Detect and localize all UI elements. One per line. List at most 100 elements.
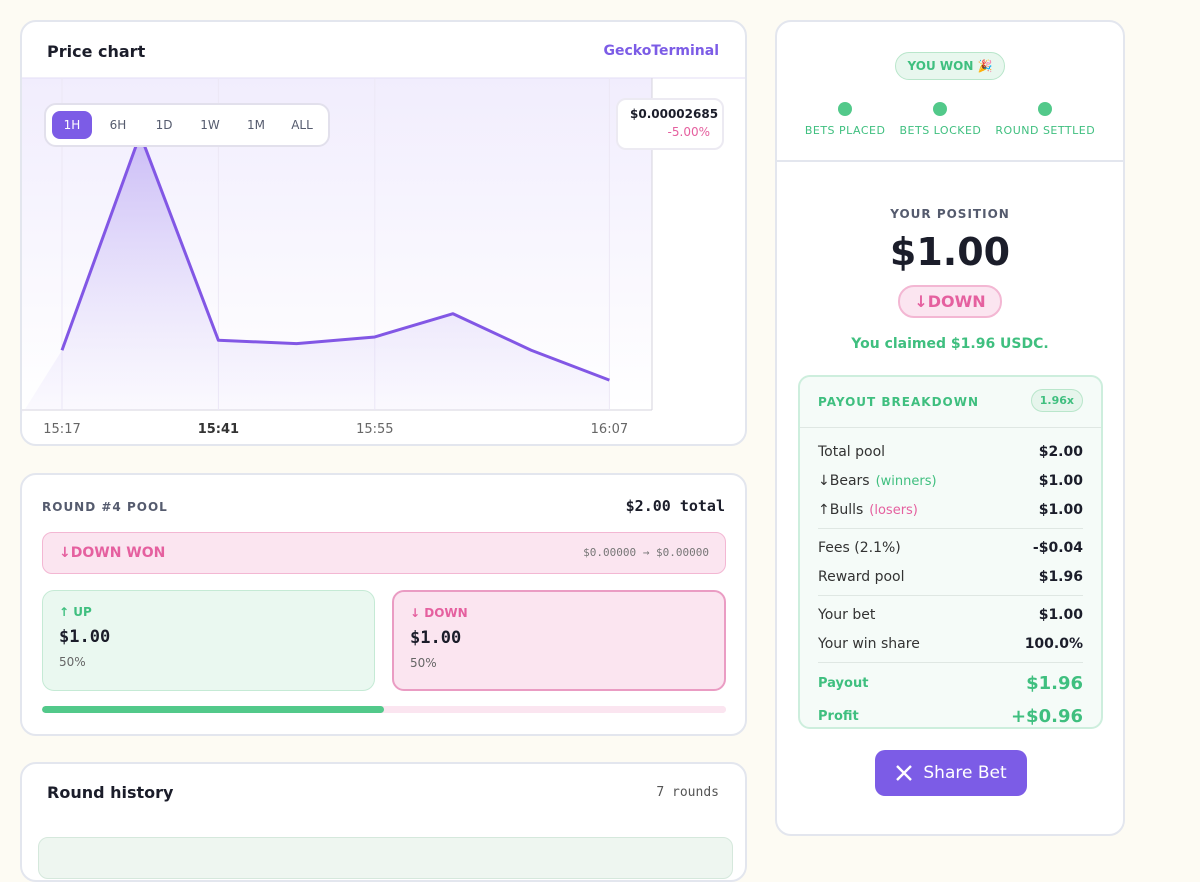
row-group: Payout $1.96 Profit +$0.96 <box>818 662 1083 737</box>
price: $0.00002685 <box>630 107 719 121</box>
breakdown: PAYOUT BREAKDOWN 1.96x Total pool $2.00 ↓B… <box>798 375 1103 729</box>
price-move: $0.00000 → $0.00000 <box>583 546 709 559</box>
side-wrap: ↓DOWN <box>777 285 1123 318</box>
step: BETS PLACED <box>805 102 886 137</box>
price-change: -5.00% <box>667 125 710 139</box>
x-tick-label: 15:17 <box>43 422 80 437</box>
price-box: $0.00002685 -5.00% <box>616 98 724 150</box>
row-value: +$0.96 <box>1010 706 1083 727</box>
breakdown-rows: Total pool $2.00 ↓Bears (winners) $1.00 ↑Bull… <box>818 433 1083 737</box>
claimed-text: You claimed $1.96 USDC. <box>851 336 1049 352</box>
up-card: ↑ UP $1.00 50% <box>42 590 375 691</box>
step-dot <box>933 102 948 116</box>
range-selector: 1H 6H 1D 1W 1M ALL <box>44 103 330 147</box>
range-button[interactable]: 1W <box>200 118 220 132</box>
position-side: ↓DOWN <box>898 285 1002 318</box>
row-group: Fees (2.1%) -$0.04 Reward pool $1.96 <box>818 528 1083 595</box>
row-label: Your win share <box>818 636 920 652</box>
share-label: Share Bet <box>923 763 1007 783</box>
result-text: ↓DOWN WON <box>59 545 166 561</box>
step-label: BETS LOCKED <box>899 124 982 137</box>
split-bar <box>42 706 726 713</box>
breakdown-header: PAYOUT BREAKDOWN 1.96x <box>800 377 1101 428</box>
row-label: Total pool <box>818 444 885 460</box>
range-button[interactable]: 1D <box>155 118 173 132</box>
breakdown-title: PAYOUT BREAKDOWN <box>818 395 980 409</box>
range-button[interactable]: ALL <box>291 118 313 132</box>
breakdown-row: ↓Bears (winners) $1.00 <box>818 466 1083 495</box>
up-share-bar <box>42 706 384 713</box>
step: ROUND SETTLED <box>995 102 1095 137</box>
breakdown-row: Your bet $1.00 <box>818 600 1083 629</box>
source-link[interactable]: GeckoTerminal <box>603 43 719 59</box>
step-dot <box>1038 102 1053 116</box>
price-line <box>60 132 610 382</box>
multiplier: 1.96x <box>1030 389 1083 412</box>
breakdown-row: Fees (2.1%) -$0.04 <box>818 533 1083 562</box>
pool-total: $2.00 total <box>625 497 725 515</box>
row-value: -$0.04 <box>1032 539 1083 556</box>
result-banner: ↓DOWN WON $0.00000 → $0.00000 <box>42 532 726 574</box>
price-area <box>22 134 610 414</box>
step-dot <box>838 102 853 116</box>
x-icon <box>896 765 913 781</box>
row-label: ↓Bears (winners) <box>818 473 937 489</box>
label-text: Payout <box>818 676 869 691</box>
history-row <box>38 837 733 879</box>
badge-wrap: YOU WON 🎉 <box>777 52 1123 80</box>
steps: BETS PLACED BETS LOCKED ROUND SETTLED <box>777 102 1123 137</box>
step-label: ROUND SETTLED <box>995 124 1096 137</box>
label-text: ↑Bulls <box>818 501 864 518</box>
label-text: Profit <box>818 709 859 724</box>
row-label: Profit <box>818 709 859 724</box>
row-label: ↑Bulls (losers) <box>818 502 918 518</box>
position-label: YOUR POSITION <box>890 207 1010 221</box>
result-panel: YOU WON 🎉 BETS PLACED BETS LOCKED ROUND SE… <box>775 20 1125 836</box>
down-share-bar <box>384 706 726 713</box>
row-group: Your bet $1.00 Your win share 100.0% <box>818 595 1083 662</box>
label-note: (winners) <box>875 473 937 489</box>
divider <box>777 160 1123 162</box>
step-label: BETS PLACED <box>804 124 886 137</box>
down-label: ↓ DOWN <box>410 606 468 620</box>
down-card: ↓ DOWN $1.00 50% <box>392 590 726 691</box>
row-label: Fees (2.1%) <box>818 540 901 556</box>
down-amount: $1.00 <box>410 628 462 648</box>
row-label: Reward pool <box>818 569 905 585</box>
price-card: Price chart GeckoTerminal 15:17 15:41 15:5… <box>20 20 747 446</box>
row-label: Your bet <box>818 607 875 623</box>
row-value: $1.96 <box>1026 673 1083 694</box>
down-share: 50% <box>410 656 437 670</box>
step: BETS LOCKED <box>899 102 981 137</box>
label-note: (losers) <box>869 502 918 518</box>
pool-card: ROUND #4 POOL $2.00 total ↓DOWN WON $0.0… <box>20 473 747 736</box>
range-button[interactable]: 1M <box>247 118 265 132</box>
history-count: 7 rounds <box>656 785 719 800</box>
breakdown-row: Payout $1.96 <box>818 667 1083 700</box>
x-tick-label: 16:07 <box>591 422 628 437</box>
pool-title: ROUND #4 POOL <box>42 500 168 514</box>
position-amount: $1.00 <box>889 230 1011 274</box>
label-text: Reward pool <box>818 568 905 585</box>
row-value: $2.00 <box>1038 443 1083 460</box>
history-card: Round history 7 rounds <box>20 762 747 882</box>
range-button[interactable]: 1H <box>52 111 92 139</box>
row-value: $1.00 <box>1038 472 1083 489</box>
range-button[interactable]: 6H <box>109 118 127 132</box>
up-label: ↑ UP <box>59 605 92 619</box>
x-tick-label: 15:55 <box>356 422 393 437</box>
row-group: Total pool $2.00 ↓Bears (winners) $1.00 ↑Bull… <box>818 433 1083 528</box>
row-label: Payout <box>818 676 868 691</box>
label-text: Total pool <box>818 443 886 460</box>
label-text: Your win share <box>818 635 920 652</box>
breakdown-row: ↑Bulls (losers) $1.00 <box>818 495 1083 524</box>
history-title: Round history <box>47 783 174 802</box>
breakdown-row: Total pool $2.00 <box>818 437 1083 466</box>
breakdown-row: Profit +$0.96 <box>818 700 1083 733</box>
breakdown-row: Reward pool $1.96 <box>818 562 1083 591</box>
up-amount: $1.00 <box>59 627 111 647</box>
row-value: $1.00 <box>1038 606 1083 623</box>
card-title: Price chart <box>47 42 146 61</box>
share-button[interactable]: Share Bet <box>875 750 1027 796</box>
page: Price chart GeckoTerminal 15:17 15:41 15:5… <box>20 20 1125 882</box>
